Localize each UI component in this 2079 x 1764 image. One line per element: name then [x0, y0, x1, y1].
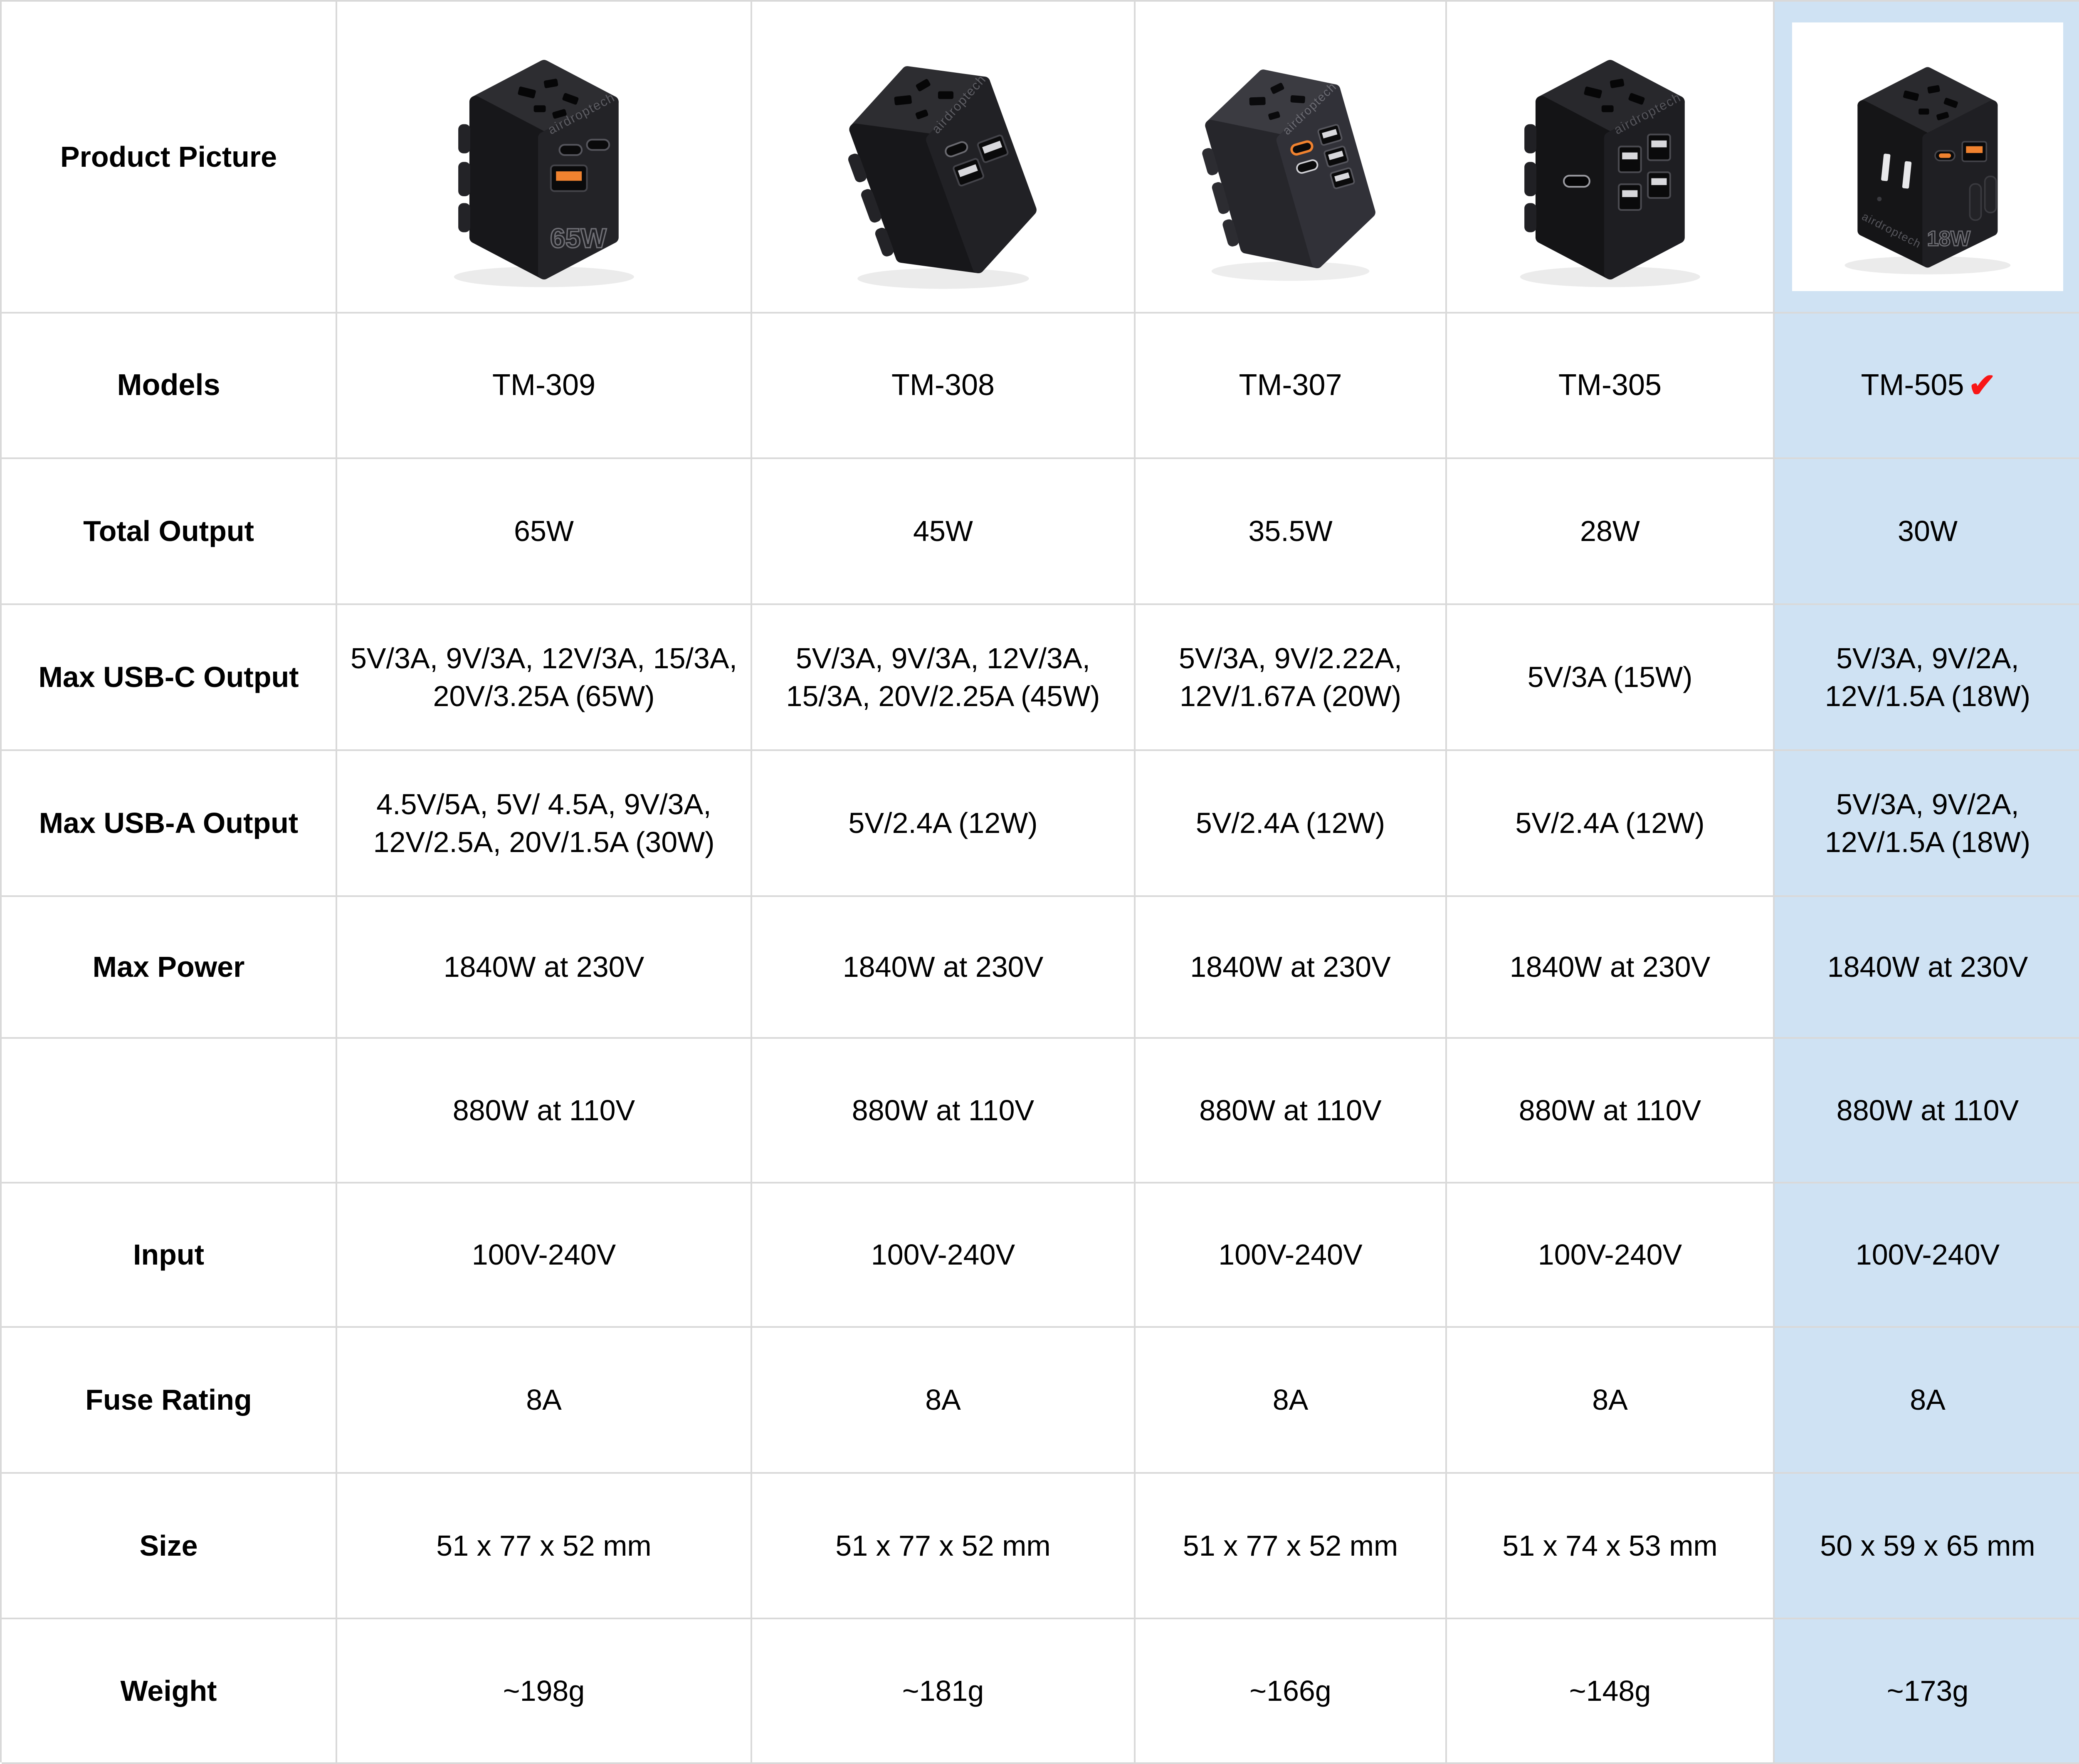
- tm-309-input: 100V-240V: [337, 1183, 752, 1328]
- us-prong-slot: [1881, 153, 1891, 181]
- tm-307-max-power-110v: 880W at 110V: [1136, 1039, 1447, 1183]
- tm-308-size: 51 x 77 x 52 mm: [752, 1474, 1136, 1619]
- tm-309-max-usbc-output: 5V/3A, 9V/3A, 12V/3A, 15/3A, 20V/3.25A (…: [337, 605, 752, 751]
- tm-309-weight: ~198g: [337, 1619, 752, 1764]
- tm-305-fuse-rating: 8A: [1447, 1328, 1775, 1474]
- tm-505-max-power-110v: 880W at 110V: [1775, 1039, 2079, 1183]
- tm-505-max-usba-output: 5V/3A, 9V/2A, 12V/1.5A (18W): [1775, 751, 2079, 897]
- adapter-illustration-tm-309: airdroptech 65W: [454, 59, 634, 287]
- model-name-text: TM-505: [1861, 368, 1964, 402]
- usb-c-port: [1296, 159, 1319, 174]
- us-prong-slot: [1902, 161, 1912, 189]
- adapter-illustration-tm-308: airdroptech: [848, 66, 1037, 289]
- tm-305-max-power-230v: 1840W at 230V: [1447, 897, 1775, 1039]
- tm-309-size: 51 x 77 x 52 mm: [337, 1474, 752, 1619]
- photo-white-background: airdroptech 18W: [1792, 22, 2063, 291]
- row-label-max-power-2: [2, 1039, 337, 1183]
- tm-307-weight: ~166g: [1136, 1619, 1447, 1764]
- tm-309-fuse-rating: 8A: [337, 1328, 752, 1474]
- wattage-badge: 18W: [1927, 227, 1970, 250]
- tm-305-total-output: 28W: [1447, 459, 1775, 605]
- tm-305-weight: ~148g: [1447, 1619, 1775, 1764]
- row-label-models: Models: [2, 314, 337, 459]
- tm-307-max-power-230v: 1840W at 230V: [1136, 897, 1447, 1039]
- usb-c-port: [586, 138, 610, 151]
- tm-307-total-output: 35.5W: [1136, 459, 1447, 605]
- product-photo-tm-309: airdroptech 65W: [337, 2, 752, 314]
- product-photo-tm-305: airdroptech: [1447, 2, 1775, 314]
- tm-308-total-output: 45W: [752, 459, 1136, 605]
- model-name-tm-305: TM-305: [1447, 314, 1775, 459]
- tm-305-max-usba-output: 5V/2.4A (12W): [1447, 751, 1775, 897]
- adapter-illustration-tm-505: airdroptech 18W: [1844, 67, 2011, 274]
- wattage-badge: 65W: [550, 223, 607, 254]
- usb-c-port: [558, 144, 583, 156]
- row-label-fuse-rating: Fuse Rating: [2, 1328, 337, 1474]
- tm-505-input: 100V-240V: [1775, 1183, 2079, 1328]
- row-label-input: Input: [2, 1183, 337, 1328]
- slider-uk: [1984, 175, 1997, 213]
- row-label-max-power: Max Power: [2, 897, 337, 1039]
- slider-us-au: [1969, 183, 1982, 221]
- usb-c-port: [1563, 175, 1590, 188]
- tm-309-total-output: 65W: [337, 459, 752, 605]
- tm-307-size: 51 x 77 x 52 mm: [1136, 1474, 1447, 1619]
- model-name-tm-308: TM-308: [752, 314, 1136, 459]
- tm-505-max-power-230v: 1840W at 230V: [1775, 897, 2079, 1039]
- product-photo-tm-308: airdroptech: [752, 2, 1136, 314]
- tm-305-max-power-110v: 880W at 110V: [1447, 1039, 1775, 1183]
- tm-308-fuse-rating: 8A: [752, 1328, 1136, 1474]
- tm-307-fuse-rating: 8A: [1136, 1328, 1447, 1474]
- row-label-size: Size: [2, 1474, 337, 1619]
- tm-309-max-power-230v: 1840W at 230V: [337, 897, 752, 1039]
- row-label-total-output: Total Output: [2, 459, 337, 605]
- tm-307-max-usbc-output: 5V/3A, 9V/2.22A, 12V/1.67A (20W): [1136, 605, 1447, 751]
- tm-308-max-power-230v: 1840W at 230V: [752, 897, 1136, 1039]
- tm-305-input: 100V-240V: [1447, 1183, 1775, 1328]
- model-name-tm-309: TM-309: [337, 314, 752, 459]
- tm-307-max-usba-output: 5V/2.4A (12W): [1136, 751, 1447, 897]
- tm-505-total-output: 30W: [1775, 459, 2079, 605]
- tm-308-input: 100V-240V: [752, 1183, 1136, 1328]
- tm-305-size: 51 x 74 x 53 mm: [1447, 1474, 1775, 1619]
- tm-309-max-usba-output: 4.5V/5A, 5V/ 4.5A, 9V/3A, 12V/2.5A, 20V/…: [337, 751, 752, 897]
- row-label-max-usbc-output: Max USB-C Output: [2, 605, 337, 751]
- tm-308-max-usbc-output: 5V/3A, 9V/3A, 12V/3A, 15/3A, 20V/2.25A (…: [752, 605, 1136, 751]
- row-label-weight: Weight: [2, 1619, 337, 1764]
- tm-505-fuse-rating: 8A: [1775, 1328, 2079, 1474]
- product-photo-tm-307: airdroptech: [1136, 2, 1447, 314]
- tm-309-max-power-110v: 880W at 110V: [337, 1039, 752, 1183]
- tm-307-input: 100V-240V: [1136, 1183, 1447, 1328]
- tm-505-weight: ~173g: [1775, 1619, 2079, 1764]
- adapter-illustration-tm-307: airdroptech: [1202, 69, 1375, 281]
- tm-308-weight: ~181g: [752, 1619, 1136, 1764]
- row-label-product-picture: Product Picture: [2, 2, 337, 314]
- usb-c-port-orange: [1290, 140, 1314, 156]
- tm-308-max-usba-output: 5V/2.4A (12W): [752, 751, 1136, 897]
- tm-505-max-usbc-output: 5V/3A, 9V/2A, 12V/1.5A (18W): [1775, 605, 2079, 751]
- tm-505-size: 50 x 59 x 65 mm: [1775, 1474, 2079, 1619]
- model-name-tm-505: TM-505 ✔: [1775, 314, 2079, 459]
- model-name-tm-307: TM-307: [1136, 314, 1447, 459]
- product-photo-tm-505: airdroptech 18W: [1775, 2, 2079, 314]
- row-label-max-usba-output: Max USB-A Output: [2, 751, 337, 897]
- usb-c-port: [944, 141, 968, 158]
- tm-308-max-power-110v: 880W at 110V: [752, 1039, 1136, 1183]
- adapter-illustration-tm-305: airdroptech: [1520, 59, 1700, 287]
- tm-305-max-usbc-output: 5V/3A (15W): [1447, 605, 1775, 751]
- selected-check-icon: ✔: [1968, 367, 1996, 404]
